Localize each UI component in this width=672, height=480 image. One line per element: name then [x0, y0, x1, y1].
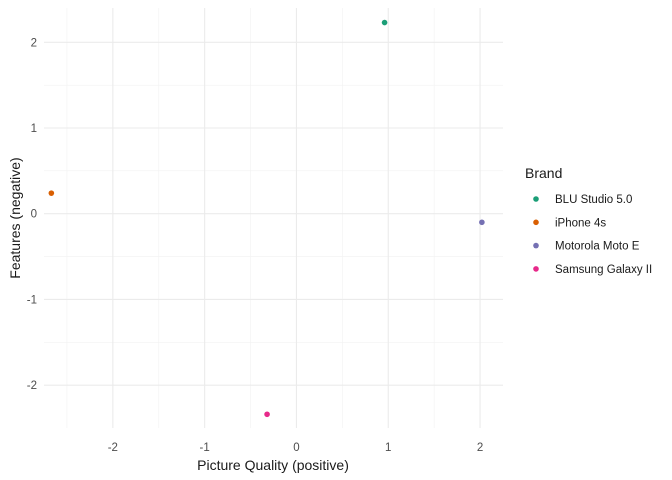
y-axis-ticks: -2 -1 0 1 2 — [27, 37, 37, 392]
y-tick-label: 2 — [31, 37, 37, 49]
legend-key — [533, 266, 539, 272]
legend-key — [533, 219, 539, 226]
legend-label: BLU Studio 5.0 — [555, 194, 632, 206]
x-tick-label: 0 — [293, 442, 299, 454]
data-point — [381, 19, 388, 26]
legend-label: Motorola Moto E — [555, 241, 640, 253]
x-tick-label: -1 — [200, 442, 210, 454]
y-tick-label: 0 — [31, 209, 37, 221]
y-tick-label: -1 — [27, 294, 37, 306]
data-points — [48, 19, 485, 418]
legend-key — [533, 242, 539, 249]
data-point — [264, 411, 270, 418]
data-point — [479, 219, 485, 226]
x-tick-label: 2 — [477, 442, 483, 454]
legend-items: BLU Studio 5.0 iPhone 4s Motorola Moto E Sa… — [533, 194, 652, 276]
x-tick-label: 1 — [385, 442, 391, 454]
legend-key — [533, 196, 539, 202]
x-tick-label: -2 — [108, 442, 118, 454]
grid-major — [44, 8, 503, 428]
x-axis-title: Picture Quality (positive) — [197, 457, 349, 473]
y-axis-title: Features (negative) — [7, 157, 23, 278]
legend-label: iPhone 4s — [555, 217, 606, 229]
legend: Brand BLU Studio 5.0 iPhone 4s Motorola Mo… — [525, 165, 652, 276]
grid-minor — [44, 8, 503, 428]
data-point — [48, 190, 55, 196]
y-tick-label: -2 — [27, 380, 37, 392]
y-tick-label: 1 — [31, 123, 37, 135]
legend-title: Brand — [525, 165, 562, 181]
legend-label: Samsung Galaxy II — [555, 264, 652, 276]
x-axis-ticks: -2 -1 0 1 2 — [108, 442, 484, 454]
